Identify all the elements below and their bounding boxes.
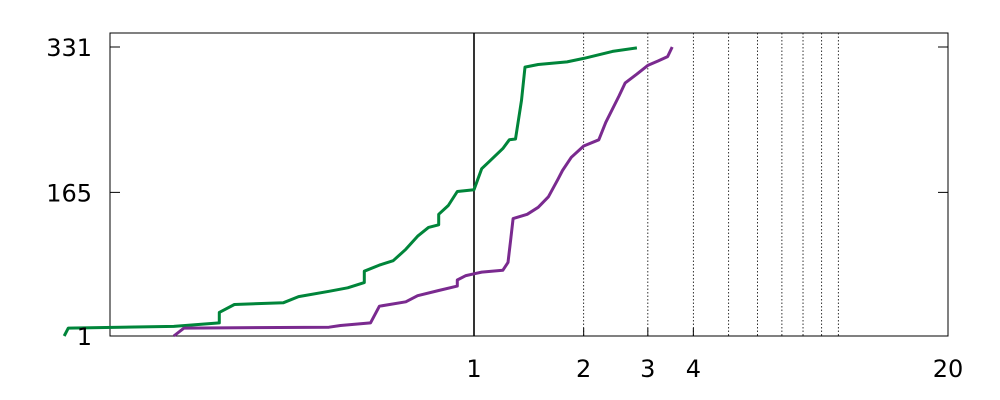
- x-tick-label-0: 1: [466, 355, 481, 383]
- y-tick-label-1: 165: [46, 179, 92, 207]
- vertical-reference-lines: [473, 33, 839, 336]
- x-tick-label-4: 20: [933, 355, 964, 383]
- x-axis-ticks: 1 2 3 4 20: [466, 328, 963, 383]
- series-line-0: [62, 46, 638, 337]
- series-group: [62, 46, 674, 338]
- series-line-1: [172, 46, 674, 338]
- y-axis-ticks: 1 165 331: [46, 34, 948, 351]
- x-tick-label-3: 4: [686, 355, 701, 383]
- y-tick-label-2: 331: [46, 34, 92, 62]
- plot-frame: [109, 32, 949, 337]
- y-tick-label-0: 1: [77, 323, 92, 351]
- x-tick-label-2: 3: [640, 355, 655, 383]
- x-tick-label-1: 2: [576, 355, 591, 383]
